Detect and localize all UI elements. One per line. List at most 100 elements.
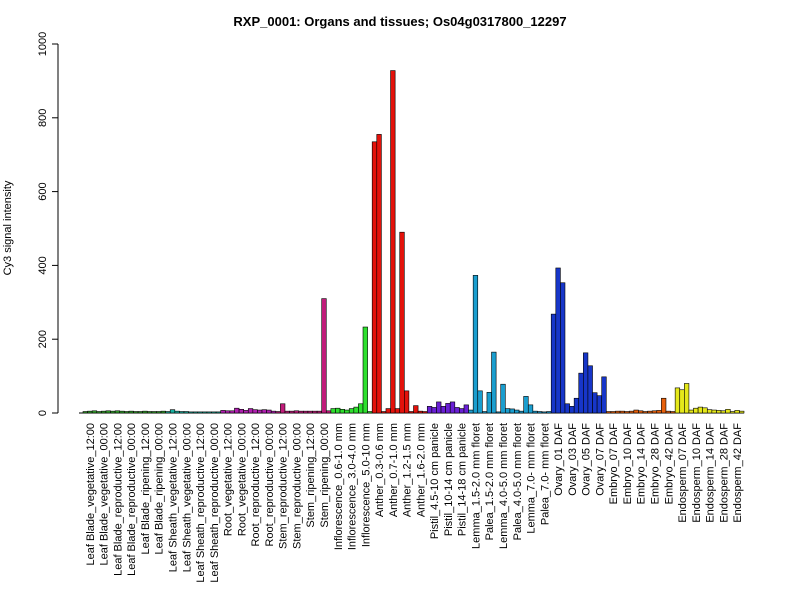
bar [261, 409, 267, 414]
bar [573, 397, 580, 414]
bar [656, 410, 662, 414]
bar [638, 410, 644, 414]
bar [642, 411, 648, 414]
bar [303, 410, 309, 414]
bar [426, 406, 433, 414]
x-tick-label: Stem_ripening_00:00 [319, 423, 331, 528]
bar [206, 411, 212, 414]
x-tick-label: Inflorescence_5.0-10 mm [360, 423, 372, 547]
x-tick-label: Root_vegetative_00:00 [236, 423, 248, 536]
y-tick-label: 0 [37, 410, 49, 416]
bars [82, 70, 745, 414]
bar [137, 411, 143, 414]
bar [670, 411, 676, 414]
bar [82, 411, 88, 414]
bar [358, 403, 364, 414]
bar [160, 410, 166, 414]
bar [546, 411, 552, 414]
bar [624, 411, 630, 414]
bar [541, 411, 547, 414]
bar [734, 410, 740, 414]
bar [601, 376, 607, 414]
bar [527, 404, 534, 414]
bar [697, 406, 703, 414]
x-tick-label: Stem_reproductive_00:00 [291, 423, 303, 549]
x-tick-label: Palea_1.5-2.0 mm floret [484, 423, 496, 540]
bar [684, 383, 690, 414]
bar [408, 411, 414, 414]
bar [87, 410, 93, 414]
x-tick-label: Endosperm_42 DAF [732, 423, 744, 523]
y-tick-label: 200 [37, 330, 49, 348]
x-tick-label: Ovary_03 DAF [567, 423, 579, 496]
bar [101, 410, 107, 414]
bar [151, 411, 157, 414]
bar [688, 409, 694, 414]
bar [711, 409, 717, 414]
x-tick-label: Palea_7.0- mm floret [539, 423, 551, 525]
bar [720, 410, 726, 414]
bar [270, 410, 277, 414]
x-tick-label: Leaf Blade_ripening_12:00 [140, 423, 152, 555]
bar [674, 387, 681, 414]
bar [192, 411, 199, 414]
bar [284, 410, 290, 414]
x-tick-label: Root_reproductive_00:00 [264, 423, 276, 547]
bar [252, 409, 258, 414]
bar [628, 410, 635, 414]
bar [174, 410, 180, 414]
x-tick-label: Embryo_42 DAF [663, 423, 675, 505]
x-tick-label: Root_reproductive_12:00 [250, 423, 262, 547]
bar [619, 410, 625, 414]
x-tick-label: Leaf Sheath_reproductive_12:00 [195, 423, 207, 583]
bar [165, 411, 171, 414]
bar [293, 410, 300, 414]
x-tick-label: Leaf Sheath_reproductive_00:00 [209, 423, 221, 583]
bar [381, 411, 387, 414]
bar [422, 411, 428, 414]
bar [110, 410, 116, 414]
chart-title: RXP_0001: Organs and tissues; Os04g03178… [233, 14, 566, 29]
x-tick-label: Ovary_05 DAF [581, 423, 593, 496]
y-tick-label: 400 [37, 256, 49, 274]
bar [436, 401, 442, 414]
bar [482, 411, 488, 414]
x-tick-label: Embryo_28 DAF [649, 423, 661, 505]
x-tick-label: Pistil_14-18 cm panicle [457, 423, 469, 536]
bar [225, 410, 231, 414]
x-tick-label: Leaf Sheath_vegetative_00:00 [181, 423, 193, 572]
bar [716, 410, 722, 414]
bar [693, 407, 699, 414]
bar [119, 410, 125, 414]
bar [220, 410, 226, 414]
bar [179, 411, 185, 414]
x-tick-label: Embryo_14 DAF [636, 423, 648, 505]
x-tick-label: Inflorescence_3.0-4.0 mm [347, 423, 359, 550]
bar [394, 408, 401, 414]
x-tick-label: Embryo_10 DAF [622, 423, 634, 505]
bar [385, 408, 391, 414]
bar [477, 390, 483, 414]
x-tick-label: Lemma_1.5-2.0 mm floret [470, 423, 482, 549]
bar [454, 407, 460, 414]
bar [348, 408, 355, 414]
x-tick-label: Leaf Blade_vegetative_00:00 [99, 423, 111, 566]
x-tick-label: Leaf Blade_reproductive_12:00 [112, 423, 124, 576]
y-tick-label: 1000 [37, 32, 49, 56]
x-tick-label: Inflorescence_0.6-1.0 mm [333, 423, 345, 550]
bar [142, 410, 148, 414]
bar [495, 411, 502, 414]
bar [500, 383, 506, 414]
bar [532, 410, 538, 414]
x-tick-label: Leaf Sheath_vegetative_12:00 [168, 423, 180, 572]
bar [188, 411, 194, 414]
bar [298, 410, 304, 414]
bar [215, 411, 222, 414]
bar [96, 411, 102, 414]
y-tick-label: 600 [37, 182, 49, 200]
bar [555, 267, 561, 414]
bar [537, 411, 543, 414]
bar [413, 405, 419, 414]
bar [211, 411, 217, 414]
